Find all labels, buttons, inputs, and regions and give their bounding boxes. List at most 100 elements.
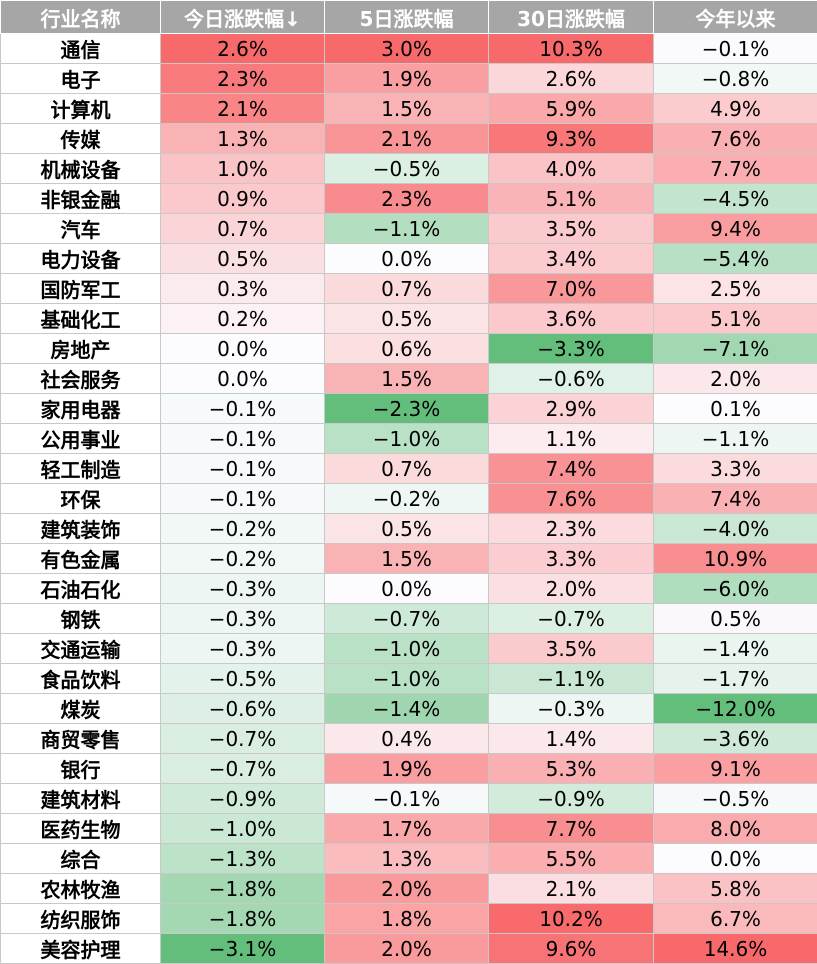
today-change-cell: −0.5% bbox=[161, 664, 325, 694]
ytd-change-cell: 0.0% bbox=[654, 844, 817, 874]
header-30day-change[interactable]: 30日涨跌幅 bbox=[489, 1, 654, 34]
industry-name-cell: 美容护理 bbox=[1, 934, 161, 964]
thirty-day-change-cell: 2.6% bbox=[489, 64, 654, 94]
industry-name-cell: 传媒 bbox=[1, 124, 161, 154]
today-change-cell: 0.2% bbox=[161, 304, 325, 334]
today-change-cell: 1.3% bbox=[161, 124, 325, 154]
five-day-change-cell: 0.0% bbox=[325, 574, 489, 604]
industry-name-cell: 机械设备 bbox=[1, 154, 161, 184]
table-row: 食品饮料−0.5%−1.0%−1.1%−1.7% bbox=[1, 664, 817, 694]
five-day-change-cell: 0.0% bbox=[325, 244, 489, 274]
thirty-day-change-cell: −0.3% bbox=[489, 694, 654, 724]
industry-name-cell: 建筑装饰 bbox=[1, 514, 161, 544]
thirty-day-change-cell: 7.7% bbox=[489, 814, 654, 844]
today-change-cell: 0.9% bbox=[161, 184, 325, 214]
industry-name-cell: 通信 bbox=[1, 34, 161, 64]
industry-name-cell: 纺织服饰 bbox=[1, 904, 161, 934]
today-change-cell: 1.0% bbox=[161, 154, 325, 184]
thirty-day-change-cell: −0.9% bbox=[489, 784, 654, 814]
five-day-change-cell: 0.7% bbox=[325, 454, 489, 484]
thirty-day-change-cell: 2.3% bbox=[489, 514, 654, 544]
thirty-day-change-cell: 9.3% bbox=[489, 124, 654, 154]
five-day-change-cell: 0.5% bbox=[325, 514, 489, 544]
five-day-change-cell: 1.3% bbox=[325, 844, 489, 874]
five-day-change-cell: 1.9% bbox=[325, 64, 489, 94]
thirty-day-change-cell: 5.3% bbox=[489, 754, 654, 784]
table-row: 银行−0.7%1.9%5.3%9.1% bbox=[1, 754, 817, 784]
table-row: 商贸零售−0.7%0.4%1.4%−3.6% bbox=[1, 724, 817, 754]
five-day-change-cell: 1.5% bbox=[325, 94, 489, 124]
today-change-cell: −0.3% bbox=[161, 634, 325, 664]
today-change-cell: −0.1% bbox=[161, 454, 325, 484]
industry-name-cell: 农林牧渔 bbox=[1, 874, 161, 904]
industry-name-cell: 银行 bbox=[1, 754, 161, 784]
header-5day-change[interactable]: 5日涨跌幅 bbox=[325, 1, 489, 34]
thirty-day-change-cell: 7.6% bbox=[489, 484, 654, 514]
thirty-day-change-cell: 2.9% bbox=[489, 394, 654, 424]
industry-name-cell: 交通运输 bbox=[1, 634, 161, 664]
thirty-day-change-cell: −0.7% bbox=[489, 604, 654, 634]
industry-name-cell: 非银金融 bbox=[1, 184, 161, 214]
five-day-change-cell: 2.1% bbox=[325, 124, 489, 154]
industry-name-cell: 房地产 bbox=[1, 334, 161, 364]
ytd-change-cell: −7.1% bbox=[654, 334, 817, 364]
today-change-cell: −3.1% bbox=[161, 934, 325, 964]
table-row: 公用事业−0.1%−1.0%1.1%−1.1% bbox=[1, 424, 817, 454]
thirty-day-change-cell: 5.9% bbox=[489, 94, 654, 124]
today-change-cell: −0.1% bbox=[161, 394, 325, 424]
industry-name-cell: 商贸零售 bbox=[1, 724, 161, 754]
thirty-day-change-cell: 1.4% bbox=[489, 724, 654, 754]
today-change-cell: −0.2% bbox=[161, 514, 325, 544]
today-change-cell: −1.8% bbox=[161, 874, 325, 904]
header-industry-name[interactable]: 行业名称 bbox=[1, 1, 161, 34]
today-change-cell: −0.3% bbox=[161, 604, 325, 634]
five-day-change-cell: −0.7% bbox=[325, 604, 489, 634]
today-change-cell: −0.1% bbox=[161, 484, 325, 514]
table-row: 钢铁−0.3%−0.7%−0.7%0.5% bbox=[1, 604, 817, 634]
table-row: 建筑材料−0.9%−0.1%−0.9%−0.5% bbox=[1, 784, 817, 814]
thirty-day-change-cell: 10.2% bbox=[489, 904, 654, 934]
industry-name-cell: 电子 bbox=[1, 64, 161, 94]
industry-name-cell: 社会服务 bbox=[1, 364, 161, 394]
thirty-day-change-cell: 4.0% bbox=[489, 154, 654, 184]
table-row: 美容护理−3.1%2.0%9.6%14.6% bbox=[1, 934, 817, 964]
table-row: 纺织服饰−1.8%1.8%10.2%6.7% bbox=[1, 904, 817, 934]
header-today-change[interactable]: 今日涨跌幅↓ bbox=[161, 1, 325, 34]
today-change-cell: −0.3% bbox=[161, 574, 325, 604]
five-day-change-cell: −0.5% bbox=[325, 154, 489, 184]
ytd-change-cell: 2.5% bbox=[654, 274, 817, 304]
industry-name-cell: 医药生物 bbox=[1, 814, 161, 844]
today-change-cell: −0.1% bbox=[161, 424, 325, 454]
five-day-change-cell: 0.5% bbox=[325, 304, 489, 334]
thirty-day-change-cell: 5.5% bbox=[489, 844, 654, 874]
table-row: 农林牧渔−1.8%2.0%2.1%5.8% bbox=[1, 874, 817, 904]
table-row: 建筑装饰−0.2%0.5%2.3%−4.0% bbox=[1, 514, 817, 544]
five-day-change-cell: 0.6% bbox=[325, 334, 489, 364]
table-row: 交通运输−0.3%−1.0%3.5%−1.4% bbox=[1, 634, 817, 664]
five-day-change-cell: 0.4% bbox=[325, 724, 489, 754]
today-change-cell: 0.5% bbox=[161, 244, 325, 274]
ytd-change-cell: 9.1% bbox=[654, 754, 817, 784]
ytd-change-cell: 5.1% bbox=[654, 304, 817, 334]
today-change-cell: −0.7% bbox=[161, 754, 325, 784]
today-change-cell: −1.8% bbox=[161, 904, 325, 934]
five-day-change-cell: −0.2% bbox=[325, 484, 489, 514]
ytd-change-cell: 2.0% bbox=[654, 364, 817, 394]
table-row: 医药生物−1.0%1.7%7.7%8.0% bbox=[1, 814, 817, 844]
ytd-change-cell: 4.9% bbox=[654, 94, 817, 124]
thirty-day-change-cell: 3.6% bbox=[489, 304, 654, 334]
today-change-cell: 2.1% bbox=[161, 94, 325, 124]
ytd-change-cell: 5.8% bbox=[654, 874, 817, 904]
thirty-day-change-cell: 2.1% bbox=[489, 874, 654, 904]
industry-name-cell: 基础化工 bbox=[1, 304, 161, 334]
table-row: 综合−1.3%1.3%5.5%0.0% bbox=[1, 844, 817, 874]
ytd-change-cell: −4.0% bbox=[654, 514, 817, 544]
header-ytd-change[interactable]: 今年以来 bbox=[654, 1, 817, 34]
